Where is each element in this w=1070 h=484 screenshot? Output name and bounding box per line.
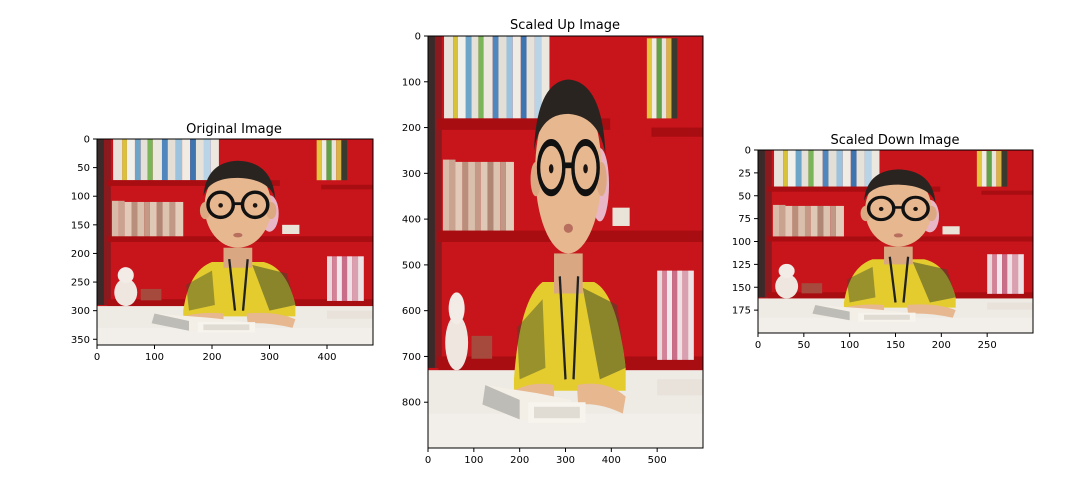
x-tick-label: 500: [648, 455, 667, 466]
x-tick-label: 0: [425, 455, 431, 466]
x-tick-label: 400: [602, 455, 621, 466]
y-tick-label: 100: [71, 192, 90, 203]
ticks-scaled-down: 0 50 100 150 200 250 0 25 50 75 100 125 150 175: [732, 146, 997, 352]
x-tick-label: 300: [556, 455, 575, 466]
y-tick-label: 25: [738, 168, 751, 179]
x-tick-label: 400: [317, 352, 336, 363]
image-scaled-down: [758, 150, 1033, 333]
y-tick-label: 75: [738, 214, 751, 225]
panel-scaled-down-image: Scaled Down Image 0 50 100 150 200 250 0 25 50 75…: [732, 133, 1034, 352]
x-tick-label: 250: [978, 340, 997, 351]
panel-title-original: Original Image: [186, 122, 282, 137]
x-tick-label: 200: [510, 455, 529, 466]
y-tick-label: 200: [71, 249, 90, 260]
axes-frame-original: [96, 138, 374, 346]
y-tick-label: 800: [402, 398, 421, 409]
x-tick-label: 0: [755, 340, 761, 351]
y-tick-label: 250: [71, 278, 90, 289]
y-tick-label: 700: [402, 352, 421, 363]
x-tick-label: 0: [94, 352, 100, 363]
x-tick-label: 50: [797, 340, 810, 351]
y-tick-label: 50: [738, 191, 751, 202]
panel-title-scaled-down: Scaled Down Image: [830, 133, 959, 148]
y-tick-label: 300: [402, 169, 421, 180]
y-tick-label: 50: [77, 163, 90, 174]
y-tick-label: 400: [402, 215, 421, 226]
y-tick-label: 300: [71, 306, 90, 317]
ticks-original: 0 100 200 300 400 0 50 100 150 200 250 300 350: [71, 135, 337, 364]
x-tick-label: 150: [886, 340, 905, 351]
ticks-scaled-up: 0 100 200 300 400 500 0 100 200 300 400 500 600 700 80…: [402, 32, 667, 467]
y-tick-label: 0: [84, 135, 90, 146]
y-tick-label: 150: [732, 283, 751, 294]
x-tick-label: 100: [145, 352, 164, 363]
y-tick-label: 600: [402, 306, 421, 317]
image-scaled-up: [428, 36, 703, 448]
panel-title-scaled-up: Scaled Up Image: [510, 18, 620, 33]
y-tick-label: 0: [745, 146, 751, 157]
y-tick-label: 500: [402, 260, 421, 271]
y-tick-label: 150: [71, 220, 90, 231]
x-tick-label: 300: [260, 352, 279, 363]
y-tick-label: 200: [402, 123, 421, 134]
x-tick-label: 200: [932, 340, 951, 351]
y-tick-label: 125: [732, 260, 751, 271]
x-tick-label: 200: [202, 352, 221, 363]
panel-scaled-up-image: Scaled Up Image 0 100 200 300 400 500 0 100 200 3…: [402, 18, 704, 467]
x-tick-label: 100: [464, 455, 483, 466]
y-tick-label: 100: [732, 237, 751, 248]
panel-original-image: Original Image 0 100 200 300 400 0 50 100 150 200…: [71, 122, 374, 364]
image-original: [97, 139, 373, 345]
y-tick-label: 175: [732, 306, 751, 317]
y-tick-label: 0: [415, 32, 421, 43]
y-tick-label: 350: [71, 335, 90, 346]
x-tick-label: 100: [840, 340, 859, 351]
y-tick-label: 100: [402, 77, 421, 88]
